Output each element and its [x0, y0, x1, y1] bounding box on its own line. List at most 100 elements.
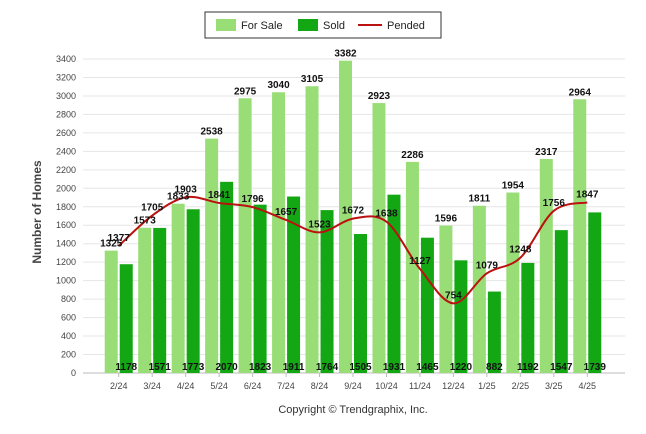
x-tick-label: 8/24: [311, 381, 329, 391]
x-tick-label: 4/24: [177, 381, 195, 391]
for-sale-label: 1325: [100, 239, 123, 250]
x-tick-label: 12/24: [442, 381, 465, 391]
sold-label: 2070: [216, 362, 239, 373]
bar-for-sale: [104, 250, 118, 373]
y-tick-label: 0: [71, 368, 76, 378]
x-tick-label: 2/24: [110, 381, 128, 391]
sold-label: 1764: [316, 362, 339, 373]
pended-line-path: [118, 195, 588, 305]
x-tick-label: 3/25: [545, 381, 563, 391]
pended-label: 1796: [241, 194, 264, 205]
bar-sold: [487, 291, 501, 373]
pended-label: 1657: [275, 207, 298, 218]
for-sale-label: 2964: [569, 87, 592, 98]
bar-sold: [454, 260, 468, 373]
sold-label: 1505: [349, 362, 372, 373]
pended-label: 1638: [375, 209, 398, 220]
x-axis-ticks: 2/24 3/24 4/24 5/24 6/24 7/24 8/24 9/24 10/24 11/…: [110, 373, 596, 391]
x-tick-label: 3/24: [143, 381, 161, 391]
y-tick-label: 400: [61, 331, 76, 341]
bar-sold: [554, 230, 568, 373]
y-tick-label: 1400: [56, 239, 76, 249]
pended-label: 1841: [208, 190, 231, 201]
for-sale-label: 3105: [301, 74, 324, 85]
bar-for-sale: [205, 138, 219, 373]
bar-sold: [220, 181, 234, 373]
legend-swatch-for-sale: [216, 19, 236, 31]
legend-box: [204, 11, 442, 39]
for-sale-label: 1833: [167, 192, 190, 203]
sold-label: 1911: [283, 362, 305, 373]
x-tick-label: 1/25: [478, 381, 496, 391]
pended-label: 1248: [509, 245, 532, 256]
bar-sold: [186, 209, 200, 373]
x-tick-label: 10/24: [375, 381, 398, 391]
for-sale-label: 2923: [368, 91, 391, 102]
sold-label: 1823: [249, 362, 272, 373]
bar-sold: [320, 210, 334, 373]
pended-label: 1903: [175, 184, 198, 195]
bar-for-sale: [472, 205, 486, 373]
sold-label: 1739: [584, 362, 607, 373]
legend-label-for-sale: For Sale: [241, 20, 283, 32]
bar-for-sale: [405, 161, 419, 373]
bar-sold: [354, 234, 367, 373]
legend-swatch-sold: [298, 19, 318, 31]
sold-label: 1192: [517, 362, 539, 373]
y-tick-label: 1200: [56, 257, 76, 267]
y-tick-label: 3400: [56, 54, 76, 64]
sold-label: 882: [486, 362, 503, 373]
pended-label: 1705: [141, 203, 164, 214]
bar-sold: [287, 196, 301, 373]
for-sale-label: 3040: [267, 80, 290, 91]
sold-label: 1773: [182, 362, 205, 373]
y-tick-label: 1800: [56, 202, 76, 212]
bar-for-sale: [305, 86, 319, 374]
sold-label: 1465: [416, 362, 439, 373]
y-axis-ticks: 0 200 400 600 800 1000 1200 1400 1600 1800 2000 220…: [56, 54, 76, 378]
for-sale-label: 1596: [435, 214, 458, 225]
sold-label: 1571: [149, 362, 172, 373]
y-tick-label: 2000: [56, 183, 76, 193]
y-tick-label: 600: [61, 313, 76, 323]
x-tick-label: 11/24: [409, 381, 431, 391]
y-tick-label: 200: [61, 350, 76, 360]
legend-label-pended: Pended: [387, 20, 425, 32]
pended-line: [118, 195, 588, 305]
bar-for-sale: [339, 60, 352, 373]
x-tick-label: 6/24: [244, 381, 262, 391]
y-tick-label: 2600: [56, 128, 76, 138]
bar-sold: [588, 212, 602, 373]
x-tick-label: 5/24: [210, 381, 228, 391]
bar-for-sale: [539, 159, 553, 373]
pended-label: 1756: [543, 198, 566, 209]
data-labels: 1325 1178 1573 1571 1833 1773 2538 2070 2975 1823…: [100, 49, 606, 373]
sold-label: 1178: [115, 362, 137, 373]
y-tick-label: 3000: [56, 91, 76, 101]
x-tick-label: 2/25: [512, 381, 530, 391]
for-sale-label: 1811: [469, 194, 491, 205]
y-tick-label: 1600: [56, 220, 76, 230]
pended-label: 754: [445, 290, 462, 301]
x-tick-label: 9/24: [344, 381, 362, 391]
copyright: Copyright © Trendgraphix, Inc.: [278, 404, 427, 416]
bar-sold: [387, 194, 401, 373]
bar-sold: [420, 237, 434, 373]
sold-label: 1931: [383, 362, 406, 373]
bar-for-sale: [372, 103, 386, 373]
bar-for-sale: [138, 227, 152, 373]
bar-sold: [253, 204, 267, 373]
bar-for-sale: [573, 99, 587, 374]
legend-label-sold: Sold: [323, 20, 345, 32]
for-sale-label: 2286: [401, 150, 424, 161]
for-sale-label: 2317: [535, 147, 558, 158]
y-tick-label: 800: [61, 294, 76, 304]
pended-label: 1377: [108, 233, 131, 244]
bar-for-sale: [171, 203, 185, 373]
pended-label: 1672: [342, 206, 365, 217]
pended-label: 1523: [308, 219, 331, 230]
pended-label: 1079: [476, 260, 499, 271]
y-tick-label: 3200: [56, 72, 76, 82]
x-tick-label: 4/25: [579, 381, 597, 391]
